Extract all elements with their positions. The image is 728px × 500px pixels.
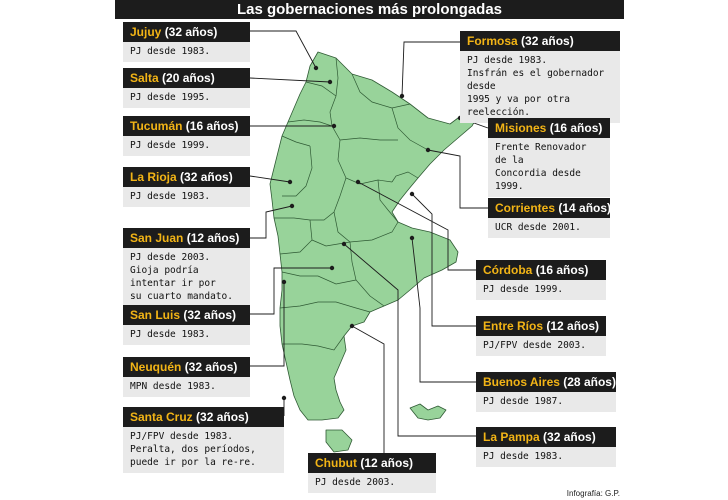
years-label: (32 años) — [521, 34, 574, 48]
callout-corrientes: Corrientes (14 años) UCR desde 2001. — [488, 198, 612, 238]
province-description: PJ desde 1995. — [123, 88, 250, 108]
province-name: San Luis — [130, 308, 181, 322]
map-regions — [269, 51, 481, 453]
province-description: PJ desde 1999. — [123, 136, 250, 156]
leader-la-pampa — [343, 243, 476, 437]
province-description: PJ desde 1987. — [476, 392, 616, 412]
credit: Infografía: G.P. — [566, 489, 620, 498]
province-borders — [274, 57, 429, 351]
years-label: (32 años) — [180, 170, 233, 184]
argentina-mainland — [269, 51, 481, 421]
years-label: (16 años) — [535, 263, 589, 277]
province-description: PJ desde 2003. Gioja podría intentar ir … — [123, 248, 250, 307]
leader-neuquen — [250, 282, 285, 367]
leader-salta — [249, 77, 331, 83]
years-label: (16 años) — [549, 121, 603, 135]
years-label: (32 años) — [184, 360, 238, 374]
leader-formosa — [401, 41, 460, 97]
years-label: (14 años) — [558, 201, 612, 215]
province-name: Santa Cruz — [130, 410, 193, 424]
leader-la-rioja — [249, 175, 291, 183]
years-label: (12 años) — [546, 319, 600, 333]
province-description: PJ desde 1983. Insfrán es el gobernador … — [460, 51, 620, 123]
callout-san-juan: San Juan (12 años) PJ desde 2003. Gioja … — [123, 228, 250, 307]
years-label: (16 años) — [185, 119, 239, 133]
province-description: PJ/FPV desde 2003. — [476, 336, 606, 356]
province-name: Córdoba — [483, 263, 533, 277]
years-label: (32 años) — [183, 308, 237, 322]
callout-jujuy: Jujuy (32 años) PJ desde 1983. — [123, 22, 250, 62]
callout-cordoba: Córdoba (16 años) PJ desde 1999. — [476, 260, 606, 300]
province-name: Entre Ríos — [483, 319, 544, 333]
islas-malvinas — [409, 403, 447, 421]
leader-buenos-aires — [411, 237, 476, 383]
leader-entre-rios — [411, 193, 476, 327]
province-name: La Pampa — [483, 430, 540, 444]
province-name: Misiones — [495, 121, 547, 135]
province-name: Formosa — [467, 34, 518, 48]
callout-tucuman: Tucumán (16 años) PJ desde 1999. — [123, 116, 250, 156]
years-label: (32 años) — [164, 25, 218, 39]
callout-santa-cruz: Santa Cruz (32 años) PJ/FPV desde 1983. … — [123, 407, 284, 473]
leader-san-juan — [250, 205, 293, 239]
province-description: PJ desde 2003. — [308, 473, 436, 493]
leader-cordoba — [357, 181, 476, 271]
province-description: PJ desde 1983. — [123, 187, 250, 207]
callout-misiones: Misiones (16 años) Frente Renovador de l… — [488, 118, 610, 197]
callout-la-rioja: La Rioja (32 años) PJ desde 1983. — [123, 167, 250, 207]
years-label: (12 años) — [186, 231, 240, 245]
province-name: Corrientes — [495, 201, 556, 215]
province-name: Buenos Aires — [483, 375, 560, 389]
callout-chubut: Chubut (12 años) PJ desde 2003. — [308, 453, 436, 493]
province-name: San Juan — [130, 231, 184, 245]
province-description: PJ desde 1999. — [476, 280, 606, 300]
page-title: Las gobernaciones más prolongadas — [115, 0, 624, 19]
province-description: PJ desde 1983. — [123, 325, 250, 345]
callout-la-pampa: La Pampa (32 años) PJ desde 1983. — [476, 427, 616, 467]
province-name: Salta — [130, 71, 159, 85]
callout-san-luis: San Luis (32 años) PJ desde 1983. — [123, 305, 250, 345]
years-label: (32 años) — [196, 410, 249, 424]
leader-corrientes — [427, 149, 488, 209]
leader-chubut — [351, 325, 385, 456]
callout-formosa: Formosa (32 años) PJ desde 1983. Insfrán… — [460, 31, 620, 123]
callout-neuquen: Neuquén (32 años) MPN desde 1983. — [123, 357, 250, 397]
province-description: PJ/FPV desde 1983. Peralta, dos períodos… — [123, 427, 284, 473]
province-description: PJ desde 1983. — [476, 447, 616, 467]
province-description: UCR desde 2001. — [488, 218, 610, 238]
leader-san-luis — [250, 267, 332, 315]
callout-buenos-aires: Buenos Aires (28 años) PJ desde 1987. — [476, 372, 616, 412]
province-description: MPN desde 1983. — [123, 377, 250, 397]
province-description: Frente Renovador de la Concordia desde 1… — [488, 138, 610, 197]
province-name: Neuquén — [130, 360, 182, 374]
province-name: Jujuy — [130, 25, 162, 39]
years-label: (12 años) — [360, 456, 414, 470]
leader-jujuy — [250, 30, 317, 69]
tierra-del-fuego — [325, 429, 353, 453]
callout-entre-rios: Entre Ríos (12 años) PJ/FPV desde 2003. — [476, 316, 606, 356]
province-name: Tucumán — [130, 119, 183, 133]
years-label: (32 años) — [543, 430, 596, 444]
province-name: La Rioja — [130, 170, 177, 184]
callout-salta: Salta (20 años) PJ desde 1995. — [123, 68, 250, 108]
province-name: Chubut — [315, 456, 357, 470]
province-description: PJ desde 1983. — [123, 42, 250, 62]
years-label: (20 años) — [162, 71, 215, 85]
years-label: (28 años) — [563, 375, 616, 389]
